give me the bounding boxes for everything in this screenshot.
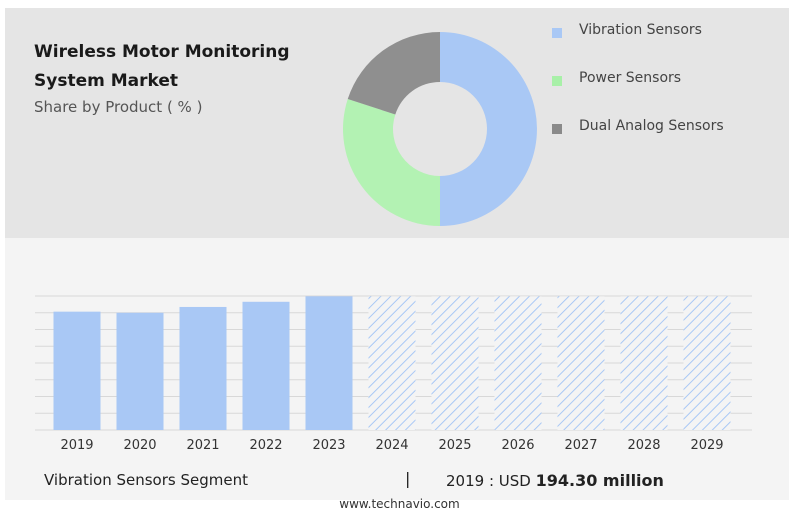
chart-title: Wireless Motor Monitoring System Market bbox=[34, 42, 290, 91]
legend-swatch-vibration bbox=[552, 28, 562, 38]
x-tick-label-2029: 2029 bbox=[690, 438, 723, 453]
legend-label-vibration: Vibration Sensors bbox=[579, 22, 702, 38]
bar-2027 bbox=[557, 296, 605, 430]
donut-slice-dual-analog-sensors bbox=[347, 32, 440, 115]
legend-label-dual-analog: Dual Analog Sensors bbox=[579, 118, 724, 134]
footer-year-label: 2019 : USD bbox=[446, 472, 531, 490]
x-tick-label-2022: 2022 bbox=[249, 438, 282, 453]
donut-slice-vibration-sensors bbox=[440, 32, 537, 226]
website-link[interactable]: www.technavio.com bbox=[339, 497, 460, 511]
x-tick-label-2020: 2020 bbox=[123, 438, 156, 453]
legend-swatch-power bbox=[552, 76, 562, 86]
bar-2024 bbox=[368, 296, 416, 430]
bar-2025 bbox=[431, 296, 479, 430]
bar-2028 bbox=[620, 296, 668, 430]
x-tick-label-2025: 2025 bbox=[438, 438, 471, 453]
x-tick-label-2027: 2027 bbox=[564, 438, 597, 453]
bar-2019 bbox=[53, 311, 101, 430]
donut-slice-power-sensors bbox=[343, 99, 440, 226]
bar-2021 bbox=[179, 306, 227, 430]
bar-chart: 2019 2020 2021 2022 2023 2024 2025 2026 2027 2028… bbox=[35, 295, 752, 453]
legend-item-power-sensors: Power Sensors bbox=[552, 70, 782, 118]
footer-year-value: 2019 : USD 194.30 million bbox=[446, 471, 664, 490]
footer-segment-label: Vibration Sensors Segment bbox=[44, 471, 248, 489]
x-tick-label-2021: 2021 bbox=[186, 438, 219, 453]
x-tick-label-2023: 2023 bbox=[312, 438, 345, 453]
bar-2020 bbox=[116, 312, 164, 430]
bar-2022 bbox=[242, 301, 290, 430]
bar-2023 bbox=[305, 296, 353, 430]
chart-subtitle: Share by Product ( % ) bbox=[34, 98, 203, 116]
legend-swatch-dual-analog bbox=[552, 124, 562, 134]
x-tick-label-2028: 2028 bbox=[627, 438, 660, 453]
x-tick-label-2019: 2019 bbox=[60, 438, 93, 453]
donut-chart bbox=[343, 32, 537, 226]
legend-item-dual-analog-sensors: Dual Analog Sensors bbox=[552, 118, 782, 166]
legend-label-power: Power Sensors bbox=[579, 70, 682, 86]
x-tick-label-2024: 2024 bbox=[375, 438, 408, 453]
legend: Vibration Sensors Power Sensors Dual Ana… bbox=[552, 22, 782, 166]
bar-2029 bbox=[683, 296, 731, 430]
legend-item-vibration-sensors: Vibration Sensors bbox=[552, 22, 782, 70]
bar-2026 bbox=[494, 296, 542, 430]
footer-separator: | bbox=[405, 469, 411, 488]
x-tick-label-2026: 2026 bbox=[501, 438, 534, 453]
footer-value: 194.30 million bbox=[535, 471, 664, 490]
